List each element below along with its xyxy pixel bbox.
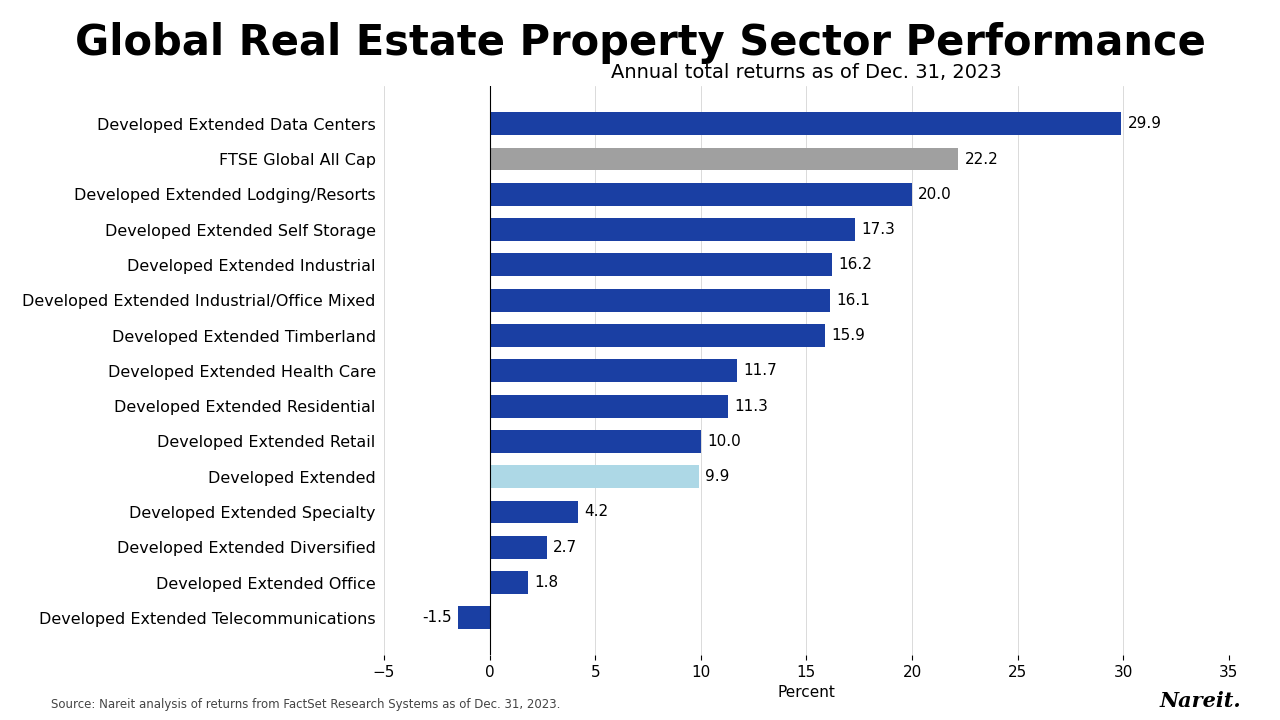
Bar — [490, 148, 959, 171]
Text: Nareit.: Nareit. — [1160, 690, 1242, 711]
Text: 11.3: 11.3 — [735, 399, 768, 413]
Text: 2.7: 2.7 — [553, 540, 577, 555]
Text: 20.0: 20.0 — [918, 186, 952, 202]
Bar — [490, 218, 855, 241]
Text: -1.5: -1.5 — [422, 611, 452, 626]
Bar — [490, 253, 832, 276]
Bar — [490, 571, 527, 594]
Text: 9.9: 9.9 — [705, 469, 730, 484]
Bar — [490, 289, 829, 312]
Bar — [490, 395, 728, 418]
Text: 22.2: 22.2 — [965, 151, 998, 166]
Bar — [490, 465, 699, 488]
Text: 11.7: 11.7 — [742, 364, 777, 378]
Text: 17.3: 17.3 — [861, 222, 895, 237]
Bar — [490, 359, 737, 382]
Text: Source: Nareit analysis of returns from FactSet Research Systems as of Dec. 31, : Source: Nareit analysis of returns from … — [51, 698, 561, 711]
X-axis label: Percent: Percent — [777, 685, 836, 701]
Bar — [490, 183, 911, 206]
Text: 16.2: 16.2 — [838, 258, 872, 272]
Text: 16.1: 16.1 — [836, 293, 870, 307]
Text: 1.8: 1.8 — [534, 575, 558, 590]
Bar — [490, 430, 701, 453]
Bar — [490, 500, 579, 523]
Bar — [490, 324, 826, 347]
Title: Annual total returns as of Dec. 31, 2023: Annual total returns as of Dec. 31, 2023 — [611, 63, 1002, 82]
Bar — [490, 112, 1121, 135]
Bar — [490, 536, 547, 559]
Text: 15.9: 15.9 — [832, 328, 865, 343]
Text: 29.9: 29.9 — [1128, 116, 1161, 131]
Text: 10.0: 10.0 — [707, 434, 741, 449]
Text: Global Real Estate Property Sector Performance: Global Real Estate Property Sector Perfo… — [74, 22, 1206, 63]
Text: 4.2: 4.2 — [585, 505, 609, 520]
Bar — [458, 606, 490, 629]
